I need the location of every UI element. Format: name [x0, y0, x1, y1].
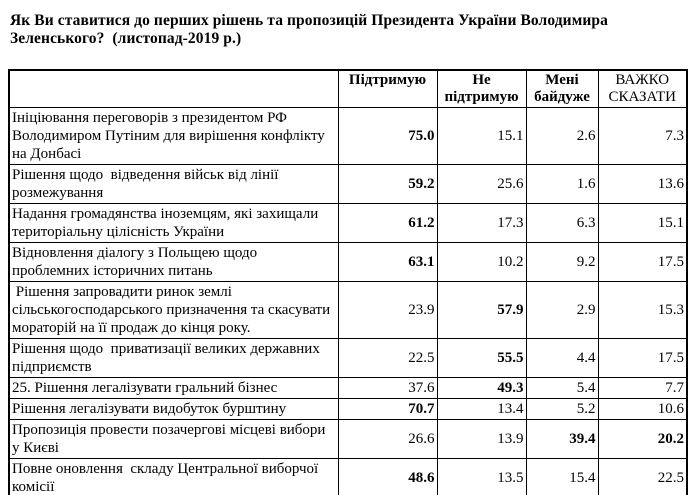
value-cell: 2.9	[525, 281, 599, 339]
table-row: Рішення легалізувати видобуток бурштину 7…	[8, 398, 688, 420]
value-cell: 63.1	[337, 242, 438, 282]
value-cell: 6.3	[525, 203, 599, 243]
value-cell: 57.9	[436, 281, 527, 339]
value-cell: 13.9	[436, 419, 527, 459]
value-cell: 4.4	[525, 338, 599, 378]
header-question-empty	[8, 69, 339, 108]
question-cell: Повне оновлення складу Центральної вибор…	[8, 458, 339, 495]
value-cell: 15.3	[597, 281, 688, 339]
page-title: Як Ви ставитися до перших рішень та проп…	[10, 12, 612, 47]
value-cell: 48.6	[337, 458, 438, 495]
value-cell: 15.1	[597, 203, 688, 243]
value-cell: 22.5	[597, 458, 688, 495]
value-cell: 70.7	[337, 398, 438, 420]
question-cell: Рішення щодо відведення військ від лінії…	[8, 164, 339, 204]
value-cell: 7.3	[597, 107, 688, 165]
value-cell: 5.4	[525, 377, 599, 399]
value-cell: 5.2	[525, 398, 599, 420]
value-cell: 59.2	[337, 164, 438, 204]
value-cell: 2.6	[525, 107, 599, 165]
value-cell: 15.4	[525, 458, 599, 495]
value-cell: 17.3	[436, 203, 527, 243]
value-cell: 13.6	[597, 164, 688, 204]
table-row: Відновлення діалогу з Польщею щодо пробл…	[8, 242, 688, 282]
value-cell: 17.5	[597, 242, 688, 282]
value-cell: 39.4	[525, 419, 599, 459]
table-row: Рішення запровадити ринок землі сільсько…	[8, 281, 688, 339]
question-cell: Рішення запровадити ринок землі сільсько…	[8, 281, 339, 339]
table-row: Рішення щодо відведення військ від лінії…	[8, 164, 688, 204]
value-cell: 15.1	[436, 107, 527, 165]
survey-table: Підтримую Не підтримую Мені байдуже ВАЖК…	[8, 69, 688, 495]
question-cell: Рішення щодо приватизації великих держав…	[8, 338, 339, 378]
question-cell: Рішення легалізувати видобуток бурштину	[8, 398, 339, 420]
table-row: Надання громадянства іноземцям, які захи…	[8, 203, 688, 243]
question-cell: 25. Рішення легалізувати гральний бізнес	[8, 377, 339, 399]
value-cell: 61.2	[337, 203, 438, 243]
table-row: Ініціювання переговорів з президентом РФ…	[8, 107, 688, 165]
question-cell: Пропозиція провести позачергові місцеві …	[8, 419, 339, 459]
table-row: Пропозиція провести позачергові місцеві …	[8, 419, 688, 459]
value-cell: 17.5	[597, 338, 688, 378]
value-cell: 10.2	[436, 242, 527, 282]
header-not-support: Не підтримую	[436, 69, 527, 108]
header-support: Підтримую	[337, 69, 438, 108]
question-cell: Надання громадянства іноземцям, які захи…	[8, 203, 339, 243]
header-indifferent: Мені байдуже	[525, 69, 599, 108]
question-cell: Ініціювання переговорів з президентом РФ…	[8, 107, 339, 165]
table-row: 25. Рішення легалізувати гральний бізнес…	[8, 377, 688, 399]
value-cell: 49.3	[436, 377, 527, 399]
table-body: Ініціювання переговорів з президентом РФ…	[8, 107, 688, 495]
value-cell: 13.4	[436, 398, 527, 420]
value-cell: 75.0	[337, 107, 438, 165]
table-row: Рішення щодо приватизації великих держав…	[8, 338, 688, 378]
value-cell: 55.5	[436, 338, 527, 378]
value-cell: 1.6	[525, 164, 599, 204]
value-cell: 22.5	[337, 338, 438, 378]
table-row: Повне оновлення складу Центральної вибор…	[8, 458, 688, 495]
header-hard-to-say: ВАЖКО СКАЗАТИ	[597, 69, 688, 108]
value-cell: 7.7	[597, 377, 688, 399]
value-cell: 10.6	[597, 398, 688, 420]
value-cell: 25.6	[436, 164, 527, 204]
header-row: Підтримую Не підтримую Мені байдуже ВАЖК…	[8, 69, 688, 108]
question-cell: Відновлення діалогу з Польщею щодо пробл…	[8, 242, 339, 282]
value-cell: 9.2	[525, 242, 599, 282]
value-cell: 20.2	[597, 419, 688, 459]
table-header: Підтримую Не підтримую Мені байдуже ВАЖК…	[8, 69, 688, 108]
value-cell: 13.5	[436, 458, 527, 495]
value-cell: 26.6	[337, 419, 438, 459]
value-cell: 23.9	[337, 281, 438, 339]
value-cell: 37.6	[337, 377, 438, 399]
